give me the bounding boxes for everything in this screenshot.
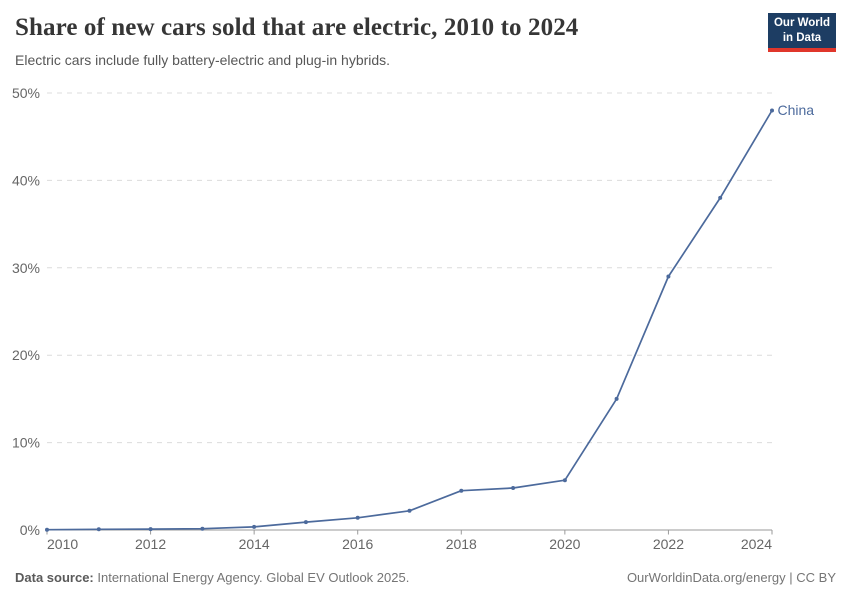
y-tick-label: 0% xyxy=(20,522,40,538)
y-tick-label: 20% xyxy=(12,347,40,363)
x-tick-label: 2024 xyxy=(741,536,772,552)
data-source-label: Data source: xyxy=(15,570,94,585)
chart-footer: Data source: International Energy Agency… xyxy=(15,570,836,585)
owid-logo-line2: in Data xyxy=(782,31,822,44)
chart-title: Share of new cars sold that are electric… xyxy=(15,14,579,41)
data-point xyxy=(459,488,464,493)
data-point xyxy=(252,524,257,529)
x-tick-label: 2020 xyxy=(549,536,580,552)
data-point xyxy=(614,396,619,401)
owid-logo-line1: Our World xyxy=(773,17,830,30)
x-tick-label: 2022 xyxy=(653,536,684,552)
series-label-china: China xyxy=(778,102,815,118)
owid-logo-box: Our World in Data xyxy=(768,13,836,48)
data-point xyxy=(45,527,49,532)
x-tick-label: 2018 xyxy=(446,536,477,552)
x-tick-label: 2016 xyxy=(342,536,373,552)
data-point xyxy=(407,508,412,513)
data-point xyxy=(148,527,153,532)
data-point xyxy=(718,195,723,200)
y-tick-label: 10% xyxy=(12,435,40,451)
x-tick-label: 2010 xyxy=(47,536,78,552)
data-point xyxy=(200,526,205,531)
chart-subtitle: Electric cars include fully battery-elec… xyxy=(15,52,391,68)
x-tick-label: 2014 xyxy=(239,536,270,552)
data-point xyxy=(303,520,308,525)
data-source-note: Data source: International Energy Agency… xyxy=(15,570,409,585)
data-point xyxy=(355,515,360,520)
data-point xyxy=(96,527,101,532)
x-tick-label: 2012 xyxy=(135,536,166,552)
owid-logo: Our World in Data xyxy=(768,13,836,52)
y-tick-label: 30% xyxy=(12,260,40,276)
y-tick-label: 50% xyxy=(12,85,40,101)
data-point xyxy=(770,108,774,113)
data-point xyxy=(666,274,671,279)
data-source-text: International Energy Agency. Global EV O… xyxy=(93,570,410,585)
series-line-china xyxy=(46,110,773,531)
owid-logo-accent-bar xyxy=(768,48,836,52)
license-note: OurWorldinData.org/energy | CC BY xyxy=(626,570,836,585)
data-point xyxy=(562,478,567,483)
y-tick-label: 40% xyxy=(12,172,40,188)
data-point xyxy=(511,486,516,490)
